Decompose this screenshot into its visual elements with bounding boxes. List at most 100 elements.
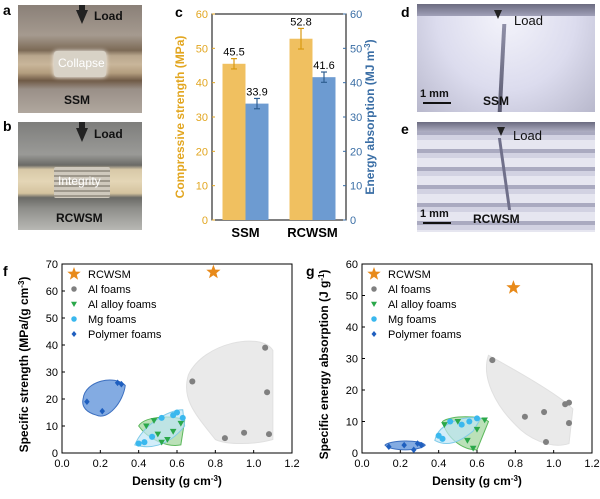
y-tick-label-right: 20 [350, 146, 362, 158]
x-tick-label: 0.4 [131, 458, 146, 470]
bar-energy [245, 103, 269, 220]
x-tick-label: 0.8 [508, 458, 523, 470]
point-mg-foams [173, 409, 181, 416]
point-rcwsm [206, 264, 221, 279]
y-tick-label: 10 [346, 417, 358, 429]
load-label-d: Load [514, 13, 543, 28]
point-al-foams [241, 429, 248, 436]
legend-label: Al foams [88, 284, 131, 296]
crack-line [497, 138, 512, 210]
load-arrow-shaft [79, 5, 85, 12]
y-tick-label-left: 50 [196, 43, 208, 55]
bar-strength [222, 63, 246, 221]
bar-value-label: 33.9 [246, 86, 267, 98]
sample-label-b: RCWSM [56, 211, 103, 225]
y-axis-title-left: Compressive strength (MPa) [173, 36, 187, 199]
point-al-alloy-foams [473, 426, 481, 433]
top-plate [417, 4, 595, 16]
x-axis-title: Density (g cm-3) [132, 474, 222, 488]
legend-label: Mg foams [88, 314, 137, 326]
legend-marker [67, 267, 81, 280]
y-tick-label: 30 [346, 354, 358, 366]
y-tick-label: 40 [346, 322, 358, 334]
panel-letter-e: e [401, 121, 409, 137]
panel-letter-g: g [306, 263, 315, 279]
panel-letter-b: b [3, 118, 12, 134]
point-mg-foams [158, 414, 165, 421]
y-tick-label: 0 [52, 448, 58, 460]
legend-label: RCWSM [88, 269, 131, 281]
legend-label: Mg foams [388, 314, 437, 326]
point-al-foams [489, 357, 496, 364]
point-mg-foams [135, 440, 142, 447]
point-al-foams [565, 420, 573, 427]
x-category-label: SSM [231, 225, 259, 240]
legend-label: Polymer foams [388, 329, 462, 341]
x-category-label: RCWSM [287, 225, 338, 240]
point-mg-foams [458, 421, 465, 428]
legend-marker [71, 301, 77, 307]
y-tick-label: 60 [46, 286, 58, 298]
point-al-foams [565, 399, 573, 406]
scale-label-d: 1 mm [420, 88, 449, 100]
y-tick-label: 20 [346, 385, 358, 397]
point-al-alloy-foams [169, 428, 177, 435]
point-mg-foams [439, 435, 446, 442]
region-al-foams [486, 354, 574, 446]
x-tick-label: 0.2 [93, 458, 108, 470]
y-tick-label-right: 40 [350, 78, 362, 90]
point-mg-foams [447, 418, 454, 425]
bar-chart-strength-energy: 0 0 10 10 20 20 30 30 40 40 50 50 60 60 Compressive st… [173, 9, 377, 240]
legend-marker [371, 286, 377, 292]
y-tick-label: 10 [46, 421, 58, 433]
x-tick-label: 0.0 [354, 458, 369, 470]
point-al-alloy-foams [154, 431, 162, 438]
y-axis-title: Specific strength (MPa/(g cm-3) [17, 277, 31, 453]
scatter-chart-specific-energy: 0.0 0.2 0.4 0.6 0.8 1.0 1.2 0 10 20 30 40 50 60 Densit… [317, 259, 600, 488]
point-al-foams [265, 431, 273, 438]
region-polymer-foams [82, 379, 126, 417]
micrograph-rcwsm: Load 1 mm RCWSM [417, 122, 595, 232]
y-tick-label-right: 30 [350, 112, 362, 124]
y-tick-label-left: 60 [196, 9, 208, 21]
x-tick-label: 1.0 [546, 458, 561, 470]
y-tick-label: 30 [46, 367, 58, 379]
panel-letter-a: a [3, 2, 11, 18]
point-al-alloy-foams [464, 437, 471, 444]
region-al-foams [186, 340, 274, 445]
x-axis-title: Density (g cm-3) [432, 474, 522, 488]
scale-bar [423, 222, 451, 224]
scatter-chart-specific-strength: 0.0 0.2 0.4 0.6 0.8 1.0 1.2 0 10 20 30 40 50 60 70 Dens… [17, 259, 300, 488]
point-al-foams [221, 435, 228, 442]
load-label-b: Load [94, 127, 123, 141]
point-al-alloy-foams [469, 445, 477, 452]
legend-label: RCWSM [388, 269, 431, 281]
load-label-a: Load [94, 9, 123, 23]
point-al-foams [264, 389, 271, 396]
point-al-alloy-foams [143, 423, 150, 430]
legend-marker [367, 267, 381, 280]
point-al-alloy-foams [158, 439, 165, 446]
point-mg-foams [473, 415, 481, 422]
legend-marker [371, 331, 377, 337]
y-axis-title-right: Energy absorption (MJ m-3) [363, 39, 377, 194]
point-polymer-foams [401, 441, 407, 449]
collapsed-sample [54, 51, 106, 77]
y-tick-label-right: 50 [350, 43, 362, 55]
y-tick-label: 60 [346, 259, 358, 271]
load-arrow-icon [494, 10, 502, 19]
load-arrow-icon [497, 127, 505, 136]
intact-sample [54, 167, 110, 198]
point-polymer-foams [118, 380, 125, 388]
y-tick-label: 50 [46, 313, 58, 325]
y-tick-label-left: 30 [196, 112, 208, 124]
point-polymer-foams [99, 407, 105, 415]
y-tick-label-left: 10 [196, 181, 208, 193]
legend-label: Polymer foams [88, 329, 162, 341]
scale-bar [423, 102, 451, 104]
integrity-label: Integrity [58, 174, 101, 188]
point-al-alloy-foams [454, 419, 462, 425]
point-al-alloy-foams [164, 437, 171, 443]
point-polymer-foams [418, 441, 425, 449]
load-arrow-shaft [79, 122, 85, 130]
